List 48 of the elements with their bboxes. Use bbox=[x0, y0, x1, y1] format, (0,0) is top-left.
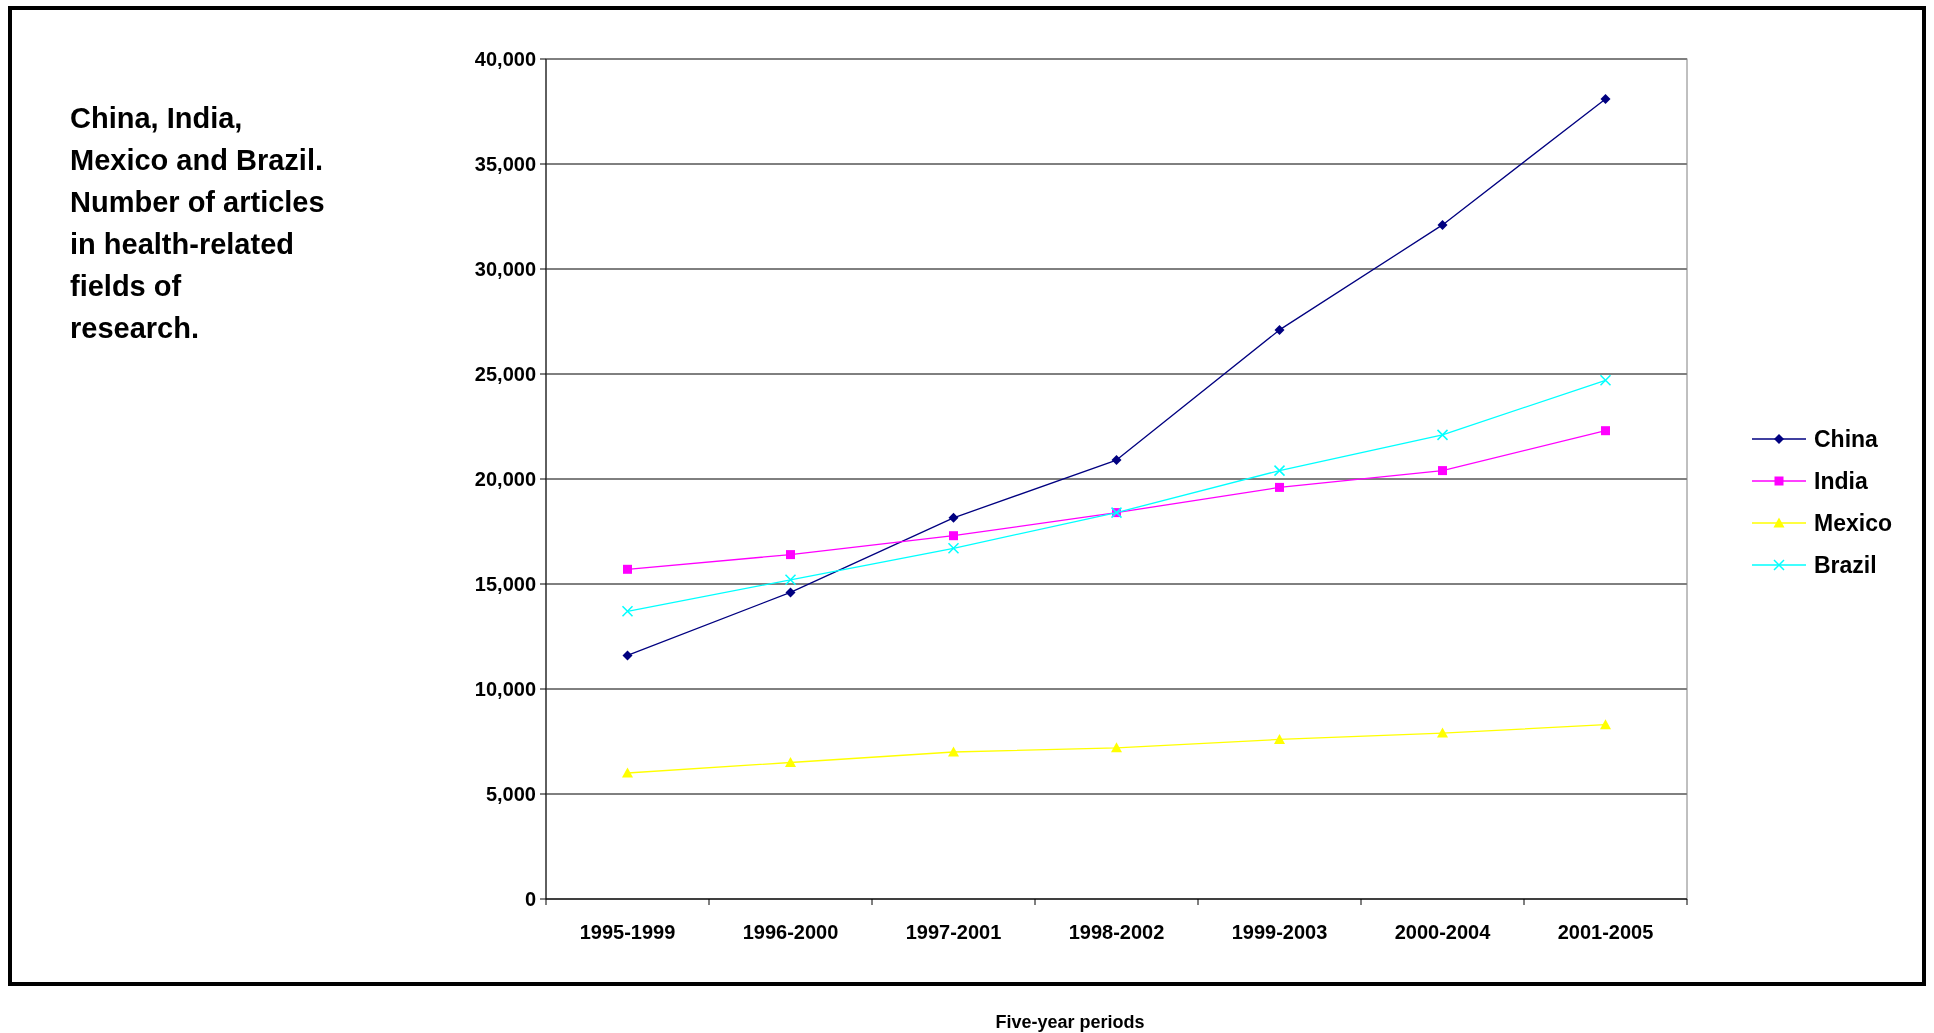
point bbox=[785, 757, 796, 767]
point bbox=[1437, 219, 1448, 230]
x-tick-label: 1998-2002 bbox=[1068, 921, 1165, 943]
point bbox=[1601, 426, 1610, 436]
point bbox=[1111, 742, 1122, 753]
point bbox=[1438, 466, 1447, 476]
x-axis-title: Five-year periods bbox=[995, 1012, 1145, 1032]
legend-label: Mexico bbox=[1814, 510, 1892, 537]
point bbox=[1437, 727, 1448, 738]
legend-label: Brazil bbox=[1814, 552, 1877, 579]
y-tick-label: 15,000 bbox=[474, 573, 536, 595]
point bbox=[622, 650, 633, 661]
point bbox=[1273, 464, 1286, 477]
y-tick-label: 10,000 bbox=[474, 678, 536, 700]
point bbox=[948, 746, 959, 757]
point bbox=[1600, 93, 1611, 104]
x-tick-label: 1997-2001 bbox=[905, 921, 1002, 943]
x-tick-label: 1999-2003 bbox=[1231, 921, 1328, 943]
x-tick-label: 1995-1999 bbox=[579, 921, 676, 943]
point bbox=[623, 564, 632, 574]
point bbox=[786, 550, 795, 560]
legend-label: India bbox=[1814, 468, 1868, 495]
point bbox=[947, 542, 960, 555]
y-tick-label: 35,000 bbox=[474, 153, 536, 175]
point bbox=[1275, 482, 1284, 492]
y-tick-label: 30,000 bbox=[474, 258, 536, 280]
point bbox=[1111, 455, 1122, 466]
point bbox=[1274, 733, 1285, 744]
point bbox=[784, 574, 797, 586]
text: China, India, Mexico and Brazil. Number of articles in health-related fields of research. bbox=[70, 102, 325, 344]
point bbox=[949, 531, 958, 541]
y-tick-label: 0 bbox=[524, 888, 536, 910]
legend-label: China bbox=[1814, 426, 1879, 453]
point bbox=[785, 587, 796, 598]
y-tick-label: 40,000 bbox=[474, 48, 536, 70]
y-tick-label: 20,000 bbox=[474, 468, 536, 490]
point bbox=[622, 767, 633, 778]
point bbox=[948, 512, 959, 523]
point bbox=[1436, 429, 1449, 441]
y-tick-label: 25,000 bbox=[474, 363, 536, 385]
x-tick-label: 2000-2004 bbox=[1394, 921, 1492, 943]
point bbox=[621, 605, 634, 618]
x-tick-label: 1996-2000 bbox=[742, 921, 839, 943]
point bbox=[1274, 324, 1285, 335]
y-tick-label: 5,000 bbox=[485, 783, 536, 805]
point bbox=[1600, 719, 1611, 730]
x-tick-label: 2001-2005 bbox=[1557, 921, 1654, 943]
point bbox=[1599, 374, 1612, 387]
